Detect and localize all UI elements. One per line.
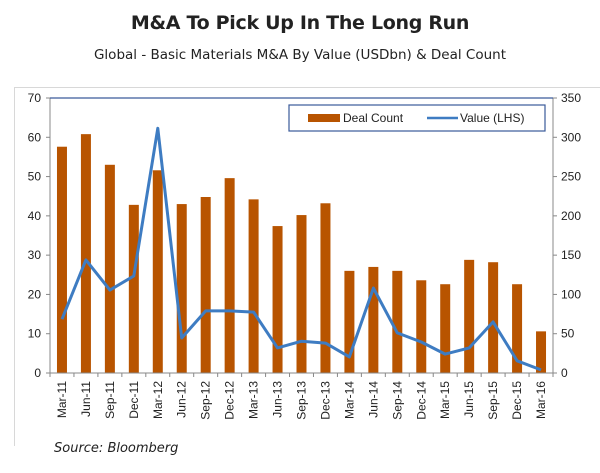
bar-Dec-12 [224, 178, 235, 373]
x-tick-label: Mar-13 [247, 381, 261, 419]
chart-title: M&A To Pick Up In The Long Run [130, 12, 470, 34]
x-tick-label: Dec-15 [510, 381, 524, 420]
right-tick-label: 200 [561, 209, 581, 223]
left-tick-label: 30 [28, 248, 42, 262]
bar-Jun-15 [464, 259, 475, 373]
right-tick-label: 50 [561, 327, 575, 341]
x-tick-label: Jun-11 [79, 381, 93, 417]
legend-swatch-deal-count [308, 114, 340, 122]
chart-subtitle: Global - Basic Materials M&A By Value (U… [93, 47, 507, 63]
x-tick-label: Sep-14 [390, 381, 404, 420]
bar-Sep-15 [488, 262, 499, 373]
bar-Mar-16 [536, 331, 547, 373]
right-tick-label: 0 [561, 366, 568, 380]
legend-label-deal-count: Deal Count [343, 111, 404, 125]
x-tick-label: Dec-11 [127, 381, 141, 419]
x-tick-label: Sep-12 [199, 381, 213, 420]
bar-Jun-11 [80, 134, 91, 373]
x-tick-label: Jun-12 [175, 381, 189, 418]
bar-Jun-14 [368, 266, 379, 373]
left-tick-label: 20 [28, 287, 42, 301]
x-tick-label: Mar-16 [534, 381, 548, 419]
bar-Sep-14 [392, 270, 403, 373]
left-tick-label: 60 [28, 130, 42, 144]
bar-Mar-14 [344, 270, 355, 373]
bar-Dec-11 [128, 204, 139, 373]
left-tick-label: 10 [28, 327, 42, 341]
x-tick-label: Sep-11 [103, 381, 117, 419]
x-tick-label: Jun-14 [366, 381, 380, 418]
x-tick-label: Mar-15 [438, 381, 452, 419]
x-tick-label: Dec-14 [414, 381, 428, 420]
chart-frame [14, 87, 600, 446]
right-tick-label: 350 [561, 91, 581, 105]
x-tick-label: Mar-12 [151, 381, 165, 419]
line-series-value [60, 126, 542, 372]
right-tick-label: 150 [561, 248, 581, 262]
x-tick-label: Mar-11 [55, 381, 69, 418]
x-tick-label: Jun-15 [462, 381, 476, 418]
bar-Mar-13 [248, 199, 259, 373]
right-tick-label: 250 [561, 170, 581, 184]
left-tick-label: 0 [34, 366, 41, 380]
bar-Jun-13 [272, 226, 283, 373]
x-tick-label: Sep-13 [295, 381, 309, 420]
x-tick-label: Jun-13 [271, 381, 285, 418]
legend: Deal Count Value (LHS) [288, 104, 546, 132]
x-tick-label: Sep-15 [486, 381, 500, 420]
x-tick-label: Mar-14 [342, 381, 356, 419]
left-tick-label: 50 [28, 170, 42, 184]
bar-Mar-12 [152, 170, 163, 373]
bar-Dec-14 [416, 280, 427, 373]
bar-Sep-13 [296, 215, 307, 373]
bar-Dec-15 [512, 284, 523, 373]
bar-Mar-11 [56, 146, 67, 373]
source-note: Source: Bloomberg [54, 441, 179, 456]
x-tick-label: Dec-12 [223, 381, 237, 420]
x-tick-label: Dec-13 [318, 381, 332, 420]
legend-label-value: Value (LHS) [460, 111, 524, 125]
right-tick-label: 300 [561, 130, 581, 144]
right-tick-label: 100 [561, 287, 581, 301]
bar-Sep-11 [104, 164, 115, 373]
left-tick-label: 40 [28, 209, 42, 223]
axes: 0 10 20 30 40 50 60 70 0 50 100 150 200 250 300 350 Mar-… [28, 91, 582, 420]
bar-Dec-13 [320, 203, 331, 373]
left-tick-label: 70 [28, 91, 42, 105]
bar-Mar-15 [440, 284, 451, 373]
bar-Sep-12 [200, 197, 211, 373]
bar-Jun-12 [176, 204, 187, 373]
bar-series-deal-count [56, 134, 547, 373]
